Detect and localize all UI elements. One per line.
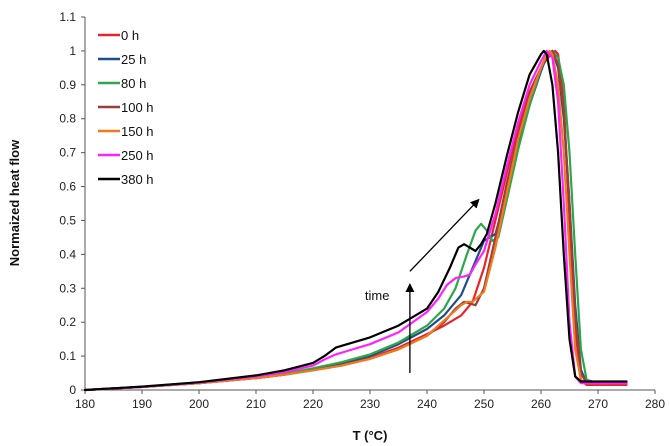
legend-label: 0 h bbox=[121, 28, 139, 43]
y-tick-label: 1 bbox=[69, 44, 76, 58]
annotations: time bbox=[365, 198, 480, 374]
y-tick-label: 0.6 bbox=[59, 180, 76, 194]
y-tick-label: 0.9 bbox=[59, 78, 76, 92]
x-tick-label: 200 bbox=[189, 397, 209, 411]
x-tick-label: 280 bbox=[645, 397, 665, 411]
legend-label: 150 h bbox=[121, 124, 154, 139]
series-line-80h bbox=[83, 49, 628, 392]
annotation-arrow bbox=[409, 198, 480, 272]
x-tick-label: 220 bbox=[303, 397, 323, 411]
y-tick-label: 0.5 bbox=[59, 213, 76, 227]
series-line-150h bbox=[83, 49, 628, 392]
y-axis-title: Normaized heat flow bbox=[7, 139, 22, 266]
axes: 180 190 200 210 220 230 240 250 260 270 280 0 0.1 0.2… bbox=[59, 10, 665, 411]
y-tick-label: 0.7 bbox=[59, 146, 76, 160]
x-tick-label: 210 bbox=[246, 397, 266, 411]
legend-label: 250 h bbox=[121, 148, 154, 163]
legend: 0 h 25 h 80 h 100 h 150 h 250 h 380 h bbox=[98, 28, 154, 187]
y-tick-label: 0.1 bbox=[59, 349, 76, 363]
x-tick-label: 230 bbox=[360, 397, 380, 411]
legend-label: 380 h bbox=[121, 172, 154, 187]
legend-label: 100 h bbox=[121, 100, 154, 115]
x-axis-title: T (°C) bbox=[353, 428, 388, 443]
x-tick-label: 180 bbox=[75, 397, 95, 411]
x-tick-label: 190 bbox=[132, 397, 152, 411]
series-layer bbox=[83, 49, 628, 392]
series-line-380h bbox=[83, 49, 628, 392]
y-tick-label: 0.4 bbox=[59, 247, 76, 261]
x-tick-label: 250 bbox=[474, 397, 494, 411]
series-line-100h bbox=[83, 49, 628, 392]
x-tick-label: 240 bbox=[417, 397, 437, 411]
legend-label: 80 h bbox=[121, 76, 146, 91]
y-tick-label: 1.1 bbox=[59, 10, 76, 24]
legend-label: 25 h bbox=[121, 52, 146, 67]
series-line-250h bbox=[83, 49, 628, 392]
y-tick-label: 0.2 bbox=[59, 315, 76, 329]
y-tick-label: 0.3 bbox=[59, 281, 76, 295]
annotation-label: time bbox=[365, 288, 390, 303]
series-line-0h bbox=[83, 49, 628, 392]
y-tick-label: 0.8 bbox=[59, 112, 76, 126]
y-tick-label: 0 bbox=[69, 383, 76, 397]
series-line-25h bbox=[83, 49, 628, 392]
x-tick-label: 260 bbox=[531, 397, 551, 411]
x-tick-label: 270 bbox=[588, 397, 608, 411]
